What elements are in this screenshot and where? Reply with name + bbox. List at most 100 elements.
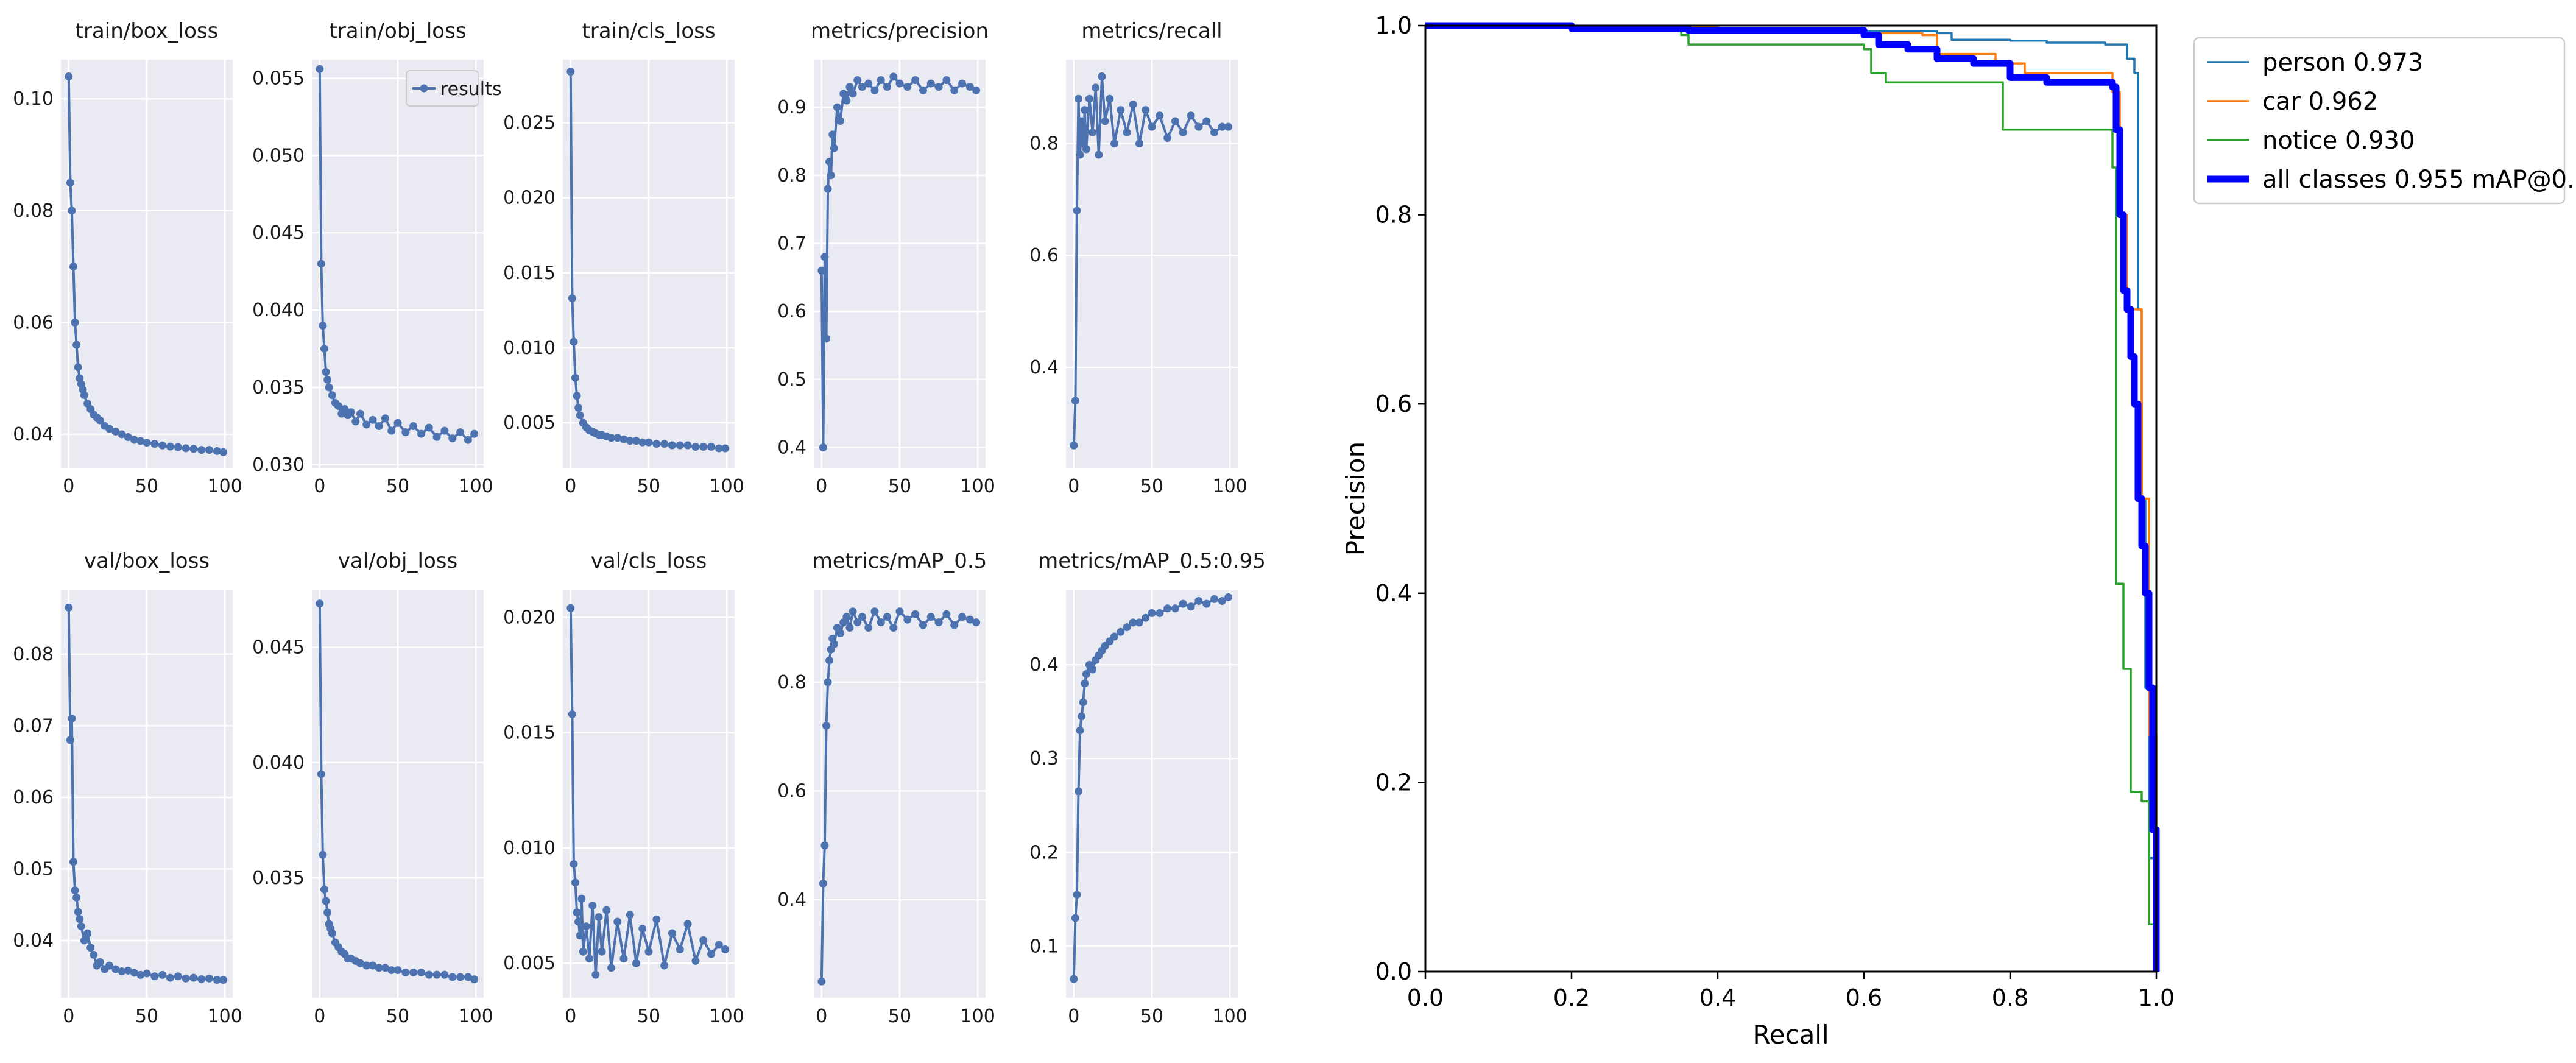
data-point — [1148, 609, 1156, 618]
y-tick-label: 0.04 — [13, 424, 54, 445]
data-point — [1194, 122, 1203, 131]
data-point — [401, 968, 410, 976]
data-point — [1156, 111, 1164, 120]
data-point — [942, 76, 951, 84]
y-tick-label: 0.3 — [1029, 748, 1059, 769]
pr-series-line — [1425, 22, 2160, 972]
y-tick-label: 0.045 — [252, 222, 305, 244]
x-tick-label: 50 — [637, 476, 660, 497]
data-point — [80, 391, 88, 400]
data-point — [464, 436, 472, 444]
y-tick-label: 0.06 — [13, 787, 54, 808]
y-tick-label: 0.08 — [13, 200, 54, 222]
data-point — [1187, 602, 1195, 611]
data-point — [464, 973, 472, 981]
data-point — [219, 448, 228, 456]
x-tick-label: 0.2 — [1553, 984, 1590, 1011]
data-point — [375, 422, 383, 430]
data-point — [77, 922, 85, 930]
data-point — [74, 363, 82, 372]
data-point — [124, 966, 132, 975]
x-tick-label: 0.6 — [1846, 984, 1882, 1011]
y-tick-label: 0.07 — [13, 715, 54, 736]
data-point — [369, 961, 377, 970]
data-point — [317, 260, 325, 268]
data-point — [432, 433, 441, 441]
data-point — [136, 437, 145, 445]
data-point — [715, 941, 723, 949]
panel-3: 0 50 100 0.4 0.5 0.6 0.7 0.8 0.9 metrics/precisio… — [777, 19, 995, 497]
y-tick-label: 0.020 — [503, 188, 556, 209]
data-point — [683, 920, 692, 928]
x-tick-label: 100 — [1213, 476, 1247, 497]
y-tick-label: 0.015 — [503, 722, 556, 744]
data-point — [1210, 595, 1219, 603]
data-point — [668, 441, 676, 450]
data-point — [375, 964, 383, 972]
data-point — [1218, 122, 1226, 131]
data-point — [189, 445, 198, 453]
y-tick-label: 0.6 — [777, 781, 806, 802]
data-point — [613, 917, 622, 926]
data-point — [836, 117, 845, 125]
panel-title: metrics/recall — [1081, 19, 1222, 43]
data-point — [926, 613, 935, 621]
x-tick-label: 1.0 — [2138, 984, 2175, 1011]
data-point — [323, 375, 332, 384]
data-point — [958, 613, 967, 621]
data-point — [607, 434, 615, 442]
legend-label: all classes 0.955 mAP@0.5 — [2262, 166, 2576, 194]
data-point — [1218, 596, 1226, 605]
data-point — [1202, 117, 1211, 125]
data-point — [66, 178, 74, 187]
data-point — [322, 368, 330, 376]
data-point — [320, 345, 329, 353]
y-tick-label: 0.7 — [777, 233, 806, 255]
panel-8: 0 50 100 0.4 0.6 0.8 metrics/mAP_0.5 — [777, 549, 995, 1027]
data-point — [456, 973, 465, 981]
data-point — [325, 383, 333, 392]
data-point — [950, 621, 959, 629]
data-point — [96, 416, 104, 425]
x-tick-label: 50 — [888, 476, 911, 497]
data-point — [833, 103, 841, 111]
data-point — [864, 624, 873, 632]
y-tick-label: 0.08 — [13, 644, 54, 665]
data-point — [1078, 117, 1086, 125]
data-point — [972, 86, 981, 94]
data-point — [71, 318, 79, 327]
y-tick-label: 0.015 — [503, 263, 556, 284]
data-point — [574, 403, 583, 412]
data-point — [470, 429, 479, 438]
data-point — [1089, 128, 1097, 136]
data-point — [213, 447, 221, 455]
data-point — [130, 969, 138, 977]
data-point — [607, 964, 615, 972]
legend-label: notice 0.930 — [2262, 127, 2415, 155]
data-point — [136, 970, 145, 979]
data-point — [1171, 117, 1179, 125]
data-point — [205, 446, 214, 454]
data-point — [903, 83, 912, 91]
data-point — [619, 435, 628, 443]
data-point — [568, 294, 576, 303]
y-tick-label: 0.005 — [503, 953, 556, 974]
data-point — [858, 83, 866, 91]
y-tick-label: 0.6 — [1375, 390, 1412, 417]
x-tick-label: 100 — [459, 476, 493, 497]
x-tick-label: 50 — [888, 1006, 911, 1027]
x-tick-label: 50 — [386, 1006, 409, 1027]
data-point — [817, 977, 826, 986]
data-point — [1076, 150, 1084, 159]
data-point — [660, 961, 669, 970]
x-tick-label: 0 — [565, 1006, 576, 1027]
data-point — [320, 885, 329, 894]
y-tick-label: 0.8 — [1029, 133, 1059, 155]
panel-title: train/box_loss — [76, 19, 219, 43]
data-point — [683, 441, 692, 450]
data-point — [1187, 111, 1195, 120]
data-point — [817, 266, 826, 275]
data-point — [74, 908, 82, 916]
pr-series-line — [1425, 24, 2158, 972]
data-point — [197, 446, 206, 454]
